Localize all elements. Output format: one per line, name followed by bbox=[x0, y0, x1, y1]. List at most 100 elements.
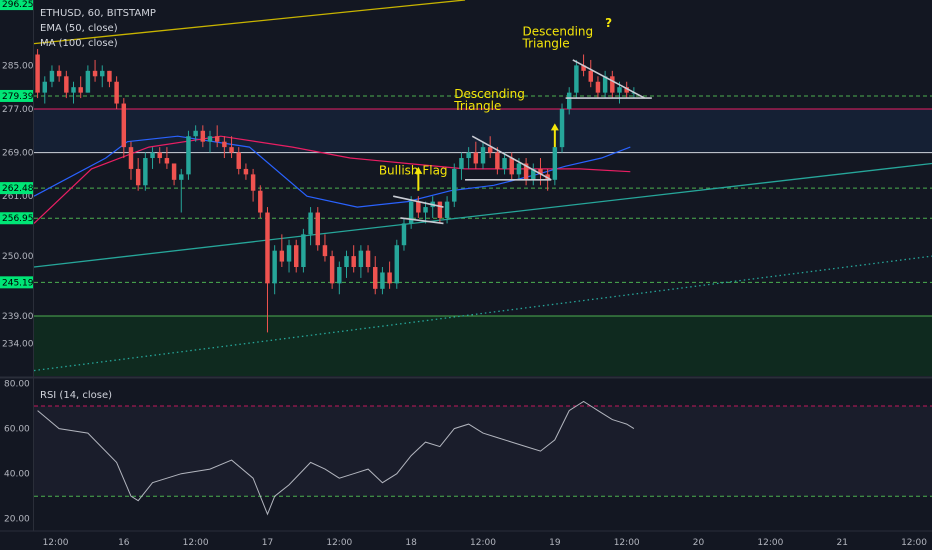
annotation-0: Bullish Flag bbox=[379, 163, 448, 177]
candle-body-58 bbox=[452, 168, 457, 202]
level-badge-label-1: 279.39 bbox=[2, 92, 34, 102]
candle-body-70 bbox=[538, 168, 543, 175]
candle-body-64 bbox=[495, 152, 500, 169]
rsi-tick-3: 20.00 bbox=[4, 515, 30, 525]
level-badge-bg-3 bbox=[0, 212, 33, 225]
candle-body-22 bbox=[193, 130, 198, 137]
level-badge-label-2: 262.48 bbox=[2, 184, 34, 194]
candle-body-47 bbox=[373, 267, 378, 289]
candle-body-62 bbox=[480, 147, 486, 164]
pattern-line-0 bbox=[393, 195, 444, 208]
chart-title: ETHUSD, 60, BITSTAMP bbox=[40, 8, 156, 19]
candle-41 bbox=[329, 250, 335, 289]
candle-14 bbox=[135, 158, 141, 191]
candle-40 bbox=[322, 234, 328, 262]
trendline-0 bbox=[33, 162, 932, 268]
candle-51 bbox=[401, 217, 407, 251]
candle-10 bbox=[107, 70, 112, 88]
candle-54 bbox=[423, 201, 428, 224]
candle-58 bbox=[452, 163, 457, 208]
candle-16 bbox=[150, 147, 155, 169]
candle-body-53 bbox=[416, 201, 421, 213]
candle-43 bbox=[344, 250, 349, 278]
candle-57 bbox=[444, 196, 450, 224]
candle-45 bbox=[358, 245, 364, 278]
candle-body-78 bbox=[595, 81, 601, 93]
candle-68 bbox=[523, 158, 529, 186]
candle-60 bbox=[466, 147, 471, 169]
candle-body-20 bbox=[179, 174, 184, 180]
green-zone bbox=[34, 316, 932, 376]
candle-3 bbox=[56, 65, 62, 82]
candle-body-61 bbox=[473, 152, 479, 164]
candles bbox=[35, 49, 637, 333]
candle-75 bbox=[574, 59, 579, 99]
rsi-tick-1: 60.00 bbox=[4, 425, 30, 435]
candle-body-6 bbox=[78, 87, 83, 93]
candle-body-18 bbox=[164, 158, 170, 164]
candle-body-32 bbox=[265, 212, 270, 284]
candle-72 bbox=[552, 141, 558, 186]
price-tick-4: 250.00 bbox=[2, 252, 34, 262]
candle-80 bbox=[610, 70, 615, 99]
candle-23 bbox=[200, 125, 206, 148]
level-badge-bg-2 bbox=[0, 182, 33, 195]
time-tick-7: 19 bbox=[549, 538, 561, 548]
time-tick-8: 12:00 bbox=[614, 538, 640, 548]
candle-39 bbox=[315, 207, 320, 251]
candle-body-9 bbox=[100, 70, 105, 77]
candle-body-50 bbox=[394, 245, 400, 284]
candle-body-66 bbox=[509, 158, 514, 175]
candle-body-80 bbox=[610, 76, 615, 93]
candle-body-38 bbox=[308, 212, 313, 235]
price-tick-6: 234.00 bbox=[2, 339, 34, 349]
candle-body-19 bbox=[171, 163, 177, 180]
candle-body-34 bbox=[279, 250, 285, 262]
candle-69 bbox=[531, 163, 536, 186]
rsi-tick-2: 40.00 bbox=[4, 470, 30, 480]
candle-body-16 bbox=[150, 152, 155, 159]
candle-18 bbox=[164, 147, 170, 169]
candle-body-45 bbox=[358, 250, 364, 268]
candle-17 bbox=[157, 147, 162, 164]
annotations: Bullish FlagDescendingTriangleDescending… bbox=[379, 16, 612, 191]
price-tick-2: 269.00 bbox=[2, 149, 34, 159]
candle-body-10 bbox=[107, 70, 112, 82]
candle-56 bbox=[437, 201, 443, 224]
candle-26 bbox=[222, 136, 227, 159]
candle-65 bbox=[502, 152, 507, 175]
candle-body-77 bbox=[588, 70, 593, 82]
candle-body-72 bbox=[552, 147, 558, 180]
candle-body-39 bbox=[315, 212, 320, 246]
candle-body-26 bbox=[222, 141, 227, 148]
candle-body-82 bbox=[624, 87, 629, 93]
candle-body-31 bbox=[258, 190, 263, 213]
trendline-2 bbox=[33, 0, 466, 45]
candle-body-56 bbox=[437, 201, 443, 218]
candle-body-67 bbox=[516, 163, 522, 175]
candle-73 bbox=[559, 103, 565, 153]
annotation-4: Triangle bbox=[522, 36, 570, 50]
candle-13 bbox=[128, 141, 134, 180]
level-badge-1: 279.39 bbox=[0, 89, 34, 102]
candle-24 bbox=[207, 130, 213, 153]
candle-body-76 bbox=[581, 65, 586, 71]
candle-body-3 bbox=[56, 70, 62, 77]
time-axis: 12:00 16 12:00 17 12:00 18 12:00 19 12:00 20 12:00… bbox=[43, 538, 928, 548]
candle-59 bbox=[459, 152, 464, 180]
candle-body-54 bbox=[423, 207, 428, 213]
rsi-label: RSI (14, close) bbox=[40, 390, 112, 401]
candle-34 bbox=[279, 234, 285, 268]
candle-62 bbox=[480, 141, 486, 169]
candle-body-14 bbox=[135, 168, 141, 186]
candle-body-7 bbox=[85, 70, 91, 93]
legend-ma: MA (100, close) bbox=[40, 38, 118, 49]
time-tick-3: 17 bbox=[262, 538, 273, 548]
candle-body-25 bbox=[214, 136, 220, 142]
price-tick-0: 285.00 bbox=[2, 61, 34, 71]
candle-32 bbox=[265, 207, 270, 333]
candle-body-5 bbox=[71, 87, 76, 93]
candle-7 bbox=[85, 65, 91, 93]
candle-61 bbox=[473, 141, 479, 169]
